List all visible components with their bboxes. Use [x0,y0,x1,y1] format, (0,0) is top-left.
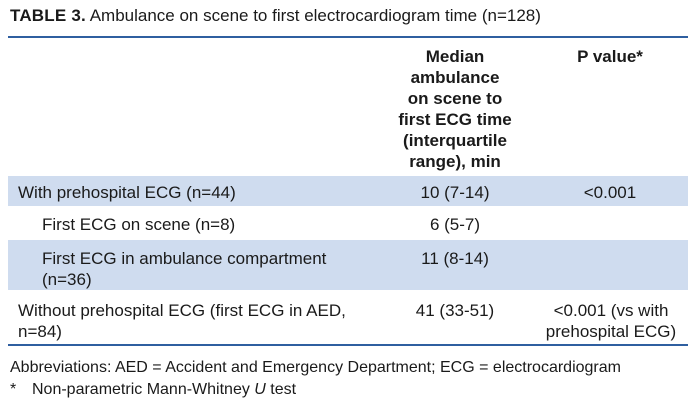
table-row-median: 6 (5-7) [429,215,481,234]
row-label-line: First ECG on scene (n=8) [42,215,236,234]
table-row-median: 10 (7-14) [420,183,490,202]
footnote-abbreviations: Abbreviations: AED = Accident and Emerge… [10,359,621,376]
row-pvalue-line: <0.001 (vs with [553,301,669,320]
table-row-pvalue: <0.001 [540,182,680,203]
row-label-line: (n=36) [42,270,92,289]
table-caption: Ambulance on scene to first electrocardi… [89,6,541,25]
header-median: Median ambulance on scene to first ECG t… [380,46,530,172]
row-label-line: Without prehospital ECG (first ECG in AE… [18,301,346,320]
row-pvalue-line: <0.001 [583,183,637,202]
row-label-line: With prehospital ECG (n=44) [18,183,236,202]
row-label-line: n=84) [18,322,62,341]
table-row-median: 41 (33-51) [415,301,495,320]
footnote-test: * Non-parametric Mann-Whitney U test [10,381,296,399]
row-band [8,176,688,206]
table-row-label: With prehospital ECG (n=44) [18,182,236,203]
table-row-label: First ECG on scene (n=8) [42,214,235,235]
header-median-line: range), min [409,152,501,171]
row-band [8,240,688,290]
top-rule [8,36,688,38]
header-median-line: first ECG time [398,110,512,129]
header-median-line: (interquartile [403,131,507,150]
table-number: TABLE 3. [10,6,86,25]
header-pvalue: P value* [577,47,643,66]
footnote-test-prefix: Non-parametric Mann-Whitney [32,381,255,398]
footnote-test-u: U [254,381,266,398]
footnote-test-suffix: test [265,381,297,398]
row-label-line: First ECG in ambulance compartment [42,249,327,268]
table-title: TABLE 3. Ambulance on scene to first ele… [10,6,541,26]
table-row-label: Without prehospital ECG (first ECG in AE… [18,300,346,342]
bottom-rule [8,344,688,346]
header-median-line: ambulance [410,68,500,87]
row-pvalue-line: prehospital ECG) [545,322,677,341]
table-row-label: First ECG in ambulance compartment (n=36… [42,248,326,290]
footnote-asterisk: * [10,381,17,398]
header-median-line: Median [425,47,485,66]
header-median-line: on scene to [407,89,503,108]
table-row-median: 11 (8-14) [421,249,489,268]
table-row-pvalue: <0.001 (vs with prehospital ECG) [540,300,682,342]
